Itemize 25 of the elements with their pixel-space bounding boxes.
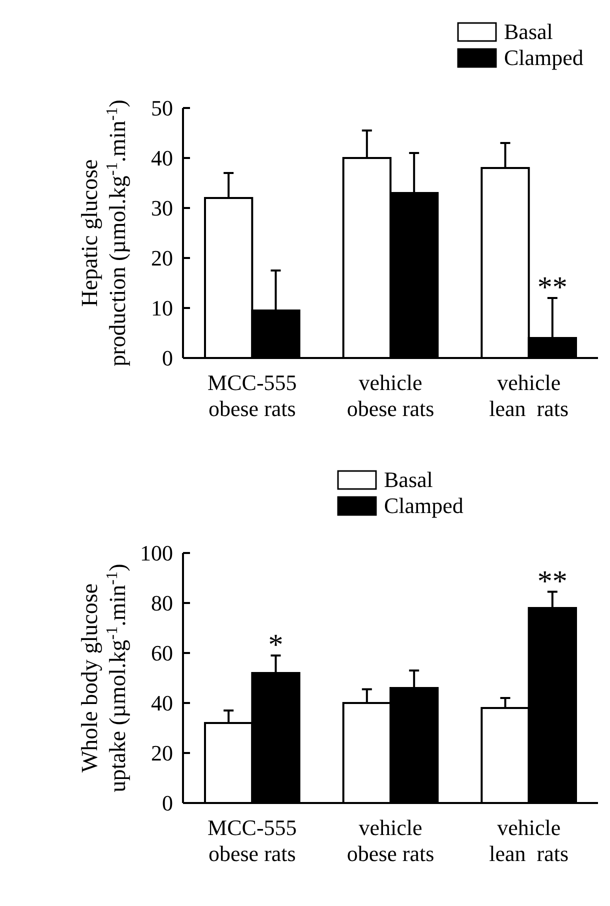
x-tick-label: vehicle lean rats xyxy=(489,815,569,866)
x-tick-label: vehicle lean rats xyxy=(489,370,569,421)
y-tick-label: 40 xyxy=(151,146,173,171)
y-tick-label: 0 xyxy=(162,790,173,816)
annotation: * xyxy=(268,628,284,662)
y-tick-label: 30 xyxy=(151,196,173,221)
x-tick-label: vehicle obese rats xyxy=(346,815,434,866)
y-tick-label: 20 xyxy=(151,246,173,271)
x-tick-label: vehicle obese rats xyxy=(346,370,434,421)
y-tick-label: 0 xyxy=(162,346,173,371)
y-tick-label: 60 xyxy=(151,640,173,666)
y-tick-label: 100 xyxy=(140,540,173,566)
y-tick-label: 10 xyxy=(151,296,173,321)
legend-label: Basal xyxy=(504,19,553,44)
annotation: ** xyxy=(537,564,568,598)
y-tick-label: 20 xyxy=(151,740,173,766)
y-tick-label: 40 xyxy=(151,690,173,716)
x-tick-label: MCC-555 obese rats xyxy=(208,815,297,866)
y-tick-label: 80 xyxy=(151,590,173,616)
legend-label: Basal xyxy=(384,467,433,492)
y-tick-label: 50 xyxy=(151,96,173,121)
legend-label: Clamped xyxy=(384,493,464,518)
legend-label: Clamped xyxy=(504,45,584,70)
x-tick-label: MCC-555 obese rats xyxy=(208,370,297,421)
annotation: ** xyxy=(537,271,568,304)
